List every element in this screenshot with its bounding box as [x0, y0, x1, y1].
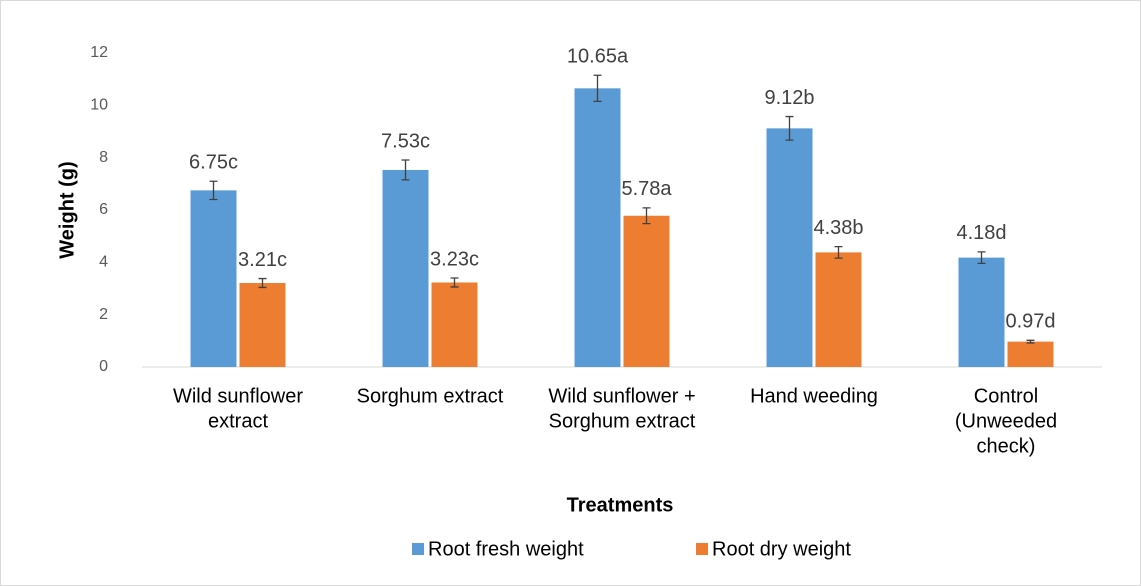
error-bar: [258, 277, 267, 289]
value-label: 9.12b: [764, 87, 814, 109]
bar: [958, 257, 1005, 367]
error-bar: [450, 277, 459, 288]
x-axis-title: Treatments: [567, 494, 674, 516]
value-label: 4.18d: [956, 222, 1006, 244]
x-tick-label: Hand weeding: [750, 385, 878, 407]
x-tick-label: (Unweeded: [955, 410, 1057, 432]
bar: [239, 283, 286, 367]
error-bar: [593, 74, 602, 103]
x-tick-label: Wild sunflower +: [548, 385, 695, 407]
bar: [382, 169, 429, 367]
value-label: 4.38b: [813, 217, 863, 239]
x-tick-label: Wild sunflower: [173, 385, 303, 407]
y-tick-label: 0: [99, 358, 108, 375]
y-tick-label: 4: [99, 254, 108, 271]
value-label: 10.65a: [567, 46, 629, 68]
bar: [815, 252, 862, 367]
error-bar: [209, 180, 218, 201]
error-bar: [1026, 339, 1035, 344]
y-tick-label: 12: [90, 44, 108, 61]
error-bar: [642, 207, 651, 225]
bar: [766, 128, 813, 367]
legend-label: Root fresh weight: [428, 538, 584, 560]
y-tick-label: 8: [99, 149, 108, 166]
value-label: 3.21c: [238, 249, 287, 271]
value-label: 5.78a: [621, 178, 672, 200]
legend-label: Root dry weight: [712, 538, 851, 560]
x-tick-label: Control: [974, 385, 1038, 407]
bar: [1007, 341, 1054, 367]
bar: [431, 282, 478, 367]
y-tick-label: 6: [99, 201, 108, 218]
error-bar: [401, 159, 410, 181]
value-label: 3.23c: [430, 248, 479, 270]
legend-swatch: [696, 543, 708, 555]
legend-swatch: [412, 543, 424, 555]
y-axis-title: Weight (g): [56, 161, 78, 258]
x-tick-label: Sorghum extract: [357, 385, 504, 407]
bar: [623, 215, 670, 367]
error-bar: [977, 251, 986, 265]
value-label: 0.97d: [1005, 311, 1055, 333]
x-tick-label: check): [977, 435, 1036, 457]
y-tick-label: 10: [90, 97, 108, 114]
error-bar: [785, 115, 794, 141]
value-label: 7.53c: [381, 130, 430, 152]
error-bar: [834, 245, 843, 259]
x-tick-label: Sorghum extract: [549, 410, 696, 432]
bar: [190, 190, 237, 367]
y-tick-label: 2: [99, 306, 108, 323]
x-tick-label: extract: [208, 410, 268, 432]
bar: [574, 88, 621, 367]
value-label: 6.75c: [189, 151, 238, 173]
